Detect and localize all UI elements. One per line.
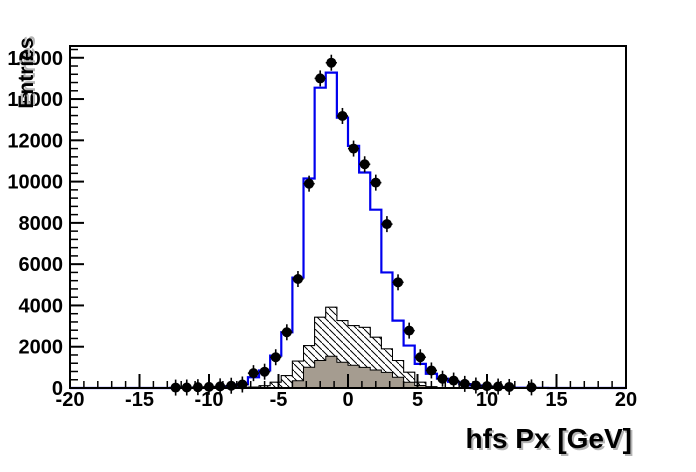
x-tick-labels: -20 -15 -10 -5 0 5 10 15 20 (56, 389, 638, 411)
x-axis-ticks (69, 374, 627, 388)
data-point-marker (226, 380, 237, 391)
svg-text:6000: 6000 (19, 254, 64, 276)
data-point-marker (381, 219, 392, 230)
svg-text:-20: -20 (56, 389, 85, 411)
svg-text:14000: 14000 (7, 89, 63, 111)
svg-text:12000: 12000 (7, 130, 63, 152)
y-tick-labels: 0 2000 4000 6000 8000 10000 12000 14000 16000 (7, 48, 63, 400)
data-point-marker (526, 382, 537, 393)
svg-text:15: 15 (545, 389, 567, 411)
data-point-marker (359, 159, 370, 170)
svg-text:20: 20 (615, 389, 637, 411)
data-point-marker (215, 381, 226, 392)
svg-text:10000: 10000 (7, 172, 63, 194)
data-point-marker (170, 382, 181, 393)
y-axis-title: Entries (15, 37, 38, 109)
data-point-marker (459, 378, 470, 389)
data-point-marker (337, 110, 348, 121)
svg-text:-15: -15 (125, 389, 154, 411)
svg-text:0: 0 (52, 378, 63, 400)
svg-text:10: 10 (476, 389, 498, 411)
svg-text:8000: 8000 (19, 213, 64, 235)
svg-text:-10: -10 (195, 389, 224, 411)
data-point-marker (181, 382, 192, 393)
data-point-marker (415, 352, 426, 363)
svg-text:4000: 4000 (19, 295, 64, 317)
data-point-marker (470, 380, 481, 391)
data-point-marker (404, 325, 415, 336)
x-axis-title: hfs Px [GeV] (465, 423, 632, 454)
data-point-marker (326, 57, 337, 68)
data-point-marker (504, 381, 515, 392)
y-axis-ticks (70, 48, 84, 389)
data-point-marker (426, 365, 437, 376)
data-point-marker (304, 178, 315, 189)
svg-text:2000: 2000 (19, 337, 64, 359)
data-point-marker (281, 327, 292, 338)
data-point-marker (448, 375, 459, 386)
data-point-marker (348, 143, 359, 154)
data-point-marker (204, 381, 214, 392)
svg-text:16000: 16000 (7, 48, 63, 70)
data-points-series (170, 54, 538, 396)
svg-text:0: 0 (342, 389, 353, 411)
data-point-marker (292, 274, 303, 285)
data-point-marker (192, 382, 203, 393)
svg-text:-5: -5 (270, 389, 288, 411)
data-point-marker (437, 373, 448, 384)
data-point-marker (270, 352, 281, 363)
data-point-marker (237, 379, 248, 390)
svg-text:5: 5 (412, 389, 423, 411)
data-point-marker (393, 277, 404, 288)
data-point-marker (248, 368, 259, 379)
data-point-marker (482, 381, 492, 392)
data-point-marker (493, 381, 504, 392)
data-point-marker (315, 73, 326, 84)
data-point-marker (370, 177, 381, 188)
data-point-marker (259, 366, 270, 377)
